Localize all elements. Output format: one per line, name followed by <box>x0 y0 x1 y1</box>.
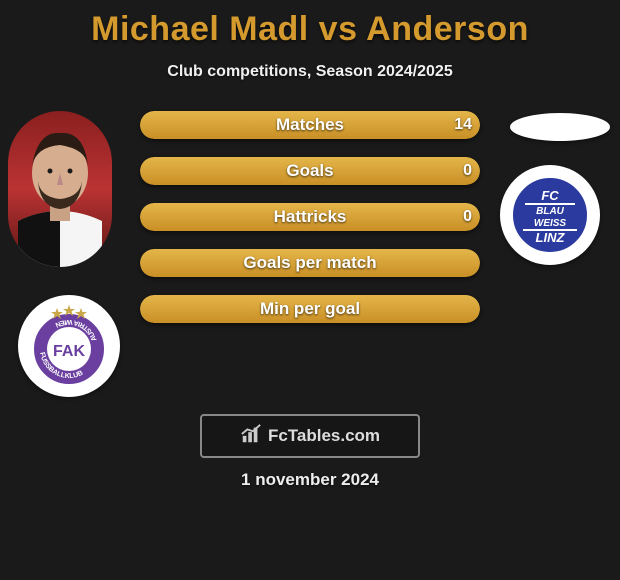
stat-left-value: 0 <box>463 157 472 185</box>
stat-row-min-per-goal: Min per goal <box>140 295 480 323</box>
stat-label: Min per goal <box>140 295 480 323</box>
page-subtitle: Club competitions, Season 2024/2025 <box>0 63 620 81</box>
stat-row-hattricks: Hattricks 0 <box>140 203 480 231</box>
page-title: Michael Madl vs Anderson <box>0 0 620 49</box>
stat-label: Hattricks <box>140 203 480 231</box>
stat-row-goals: Goals 0 <box>140 157 480 185</box>
stat-label: Goals <box>140 157 480 185</box>
svg-text:BLAU: BLAU <box>536 206 565 217</box>
stat-label: Matches <box>140 111 480 139</box>
stat-row-matches: Matches 14 <box>140 111 480 139</box>
player-left-photo <box>8 111 112 267</box>
brand-text: FcTables.com <box>268 426 380 446</box>
stat-bars: Matches 14 Goals 0 Hattricks 0 Goals per… <box>140 111 480 341</box>
stat-left-value: 0 <box>463 203 472 231</box>
svg-text:LINZ: LINZ <box>536 230 566 245</box>
stat-row-goals-per-match: Goals per match <box>140 249 480 277</box>
svg-text:FC: FC <box>541 188 559 203</box>
stat-label: Goals per match <box>140 249 480 277</box>
brand-badge: FcTables.com <box>200 414 420 458</box>
footer-date: 1 november 2024 <box>0 470 620 490</box>
stat-left-value: 14 <box>454 111 472 139</box>
chart-icon <box>240 423 262 450</box>
club-right-badge: FC BLAU WEISS LINZ <box>500 165 600 265</box>
club-left-badge: FAK FUSSBALLKLUB AUSTRIA WIEN <box>18 295 120 397</box>
svg-text:FAK: FAK <box>53 343 85 360</box>
svg-text:WEISS: WEISS <box>534 218 567 229</box>
player-right-photo-placeholder <box>510 113 610 141</box>
comparison-area: FAK FUSSBALLKLUB AUSTRIA WIEN FC BLAU WE… <box>0 109 620 389</box>
